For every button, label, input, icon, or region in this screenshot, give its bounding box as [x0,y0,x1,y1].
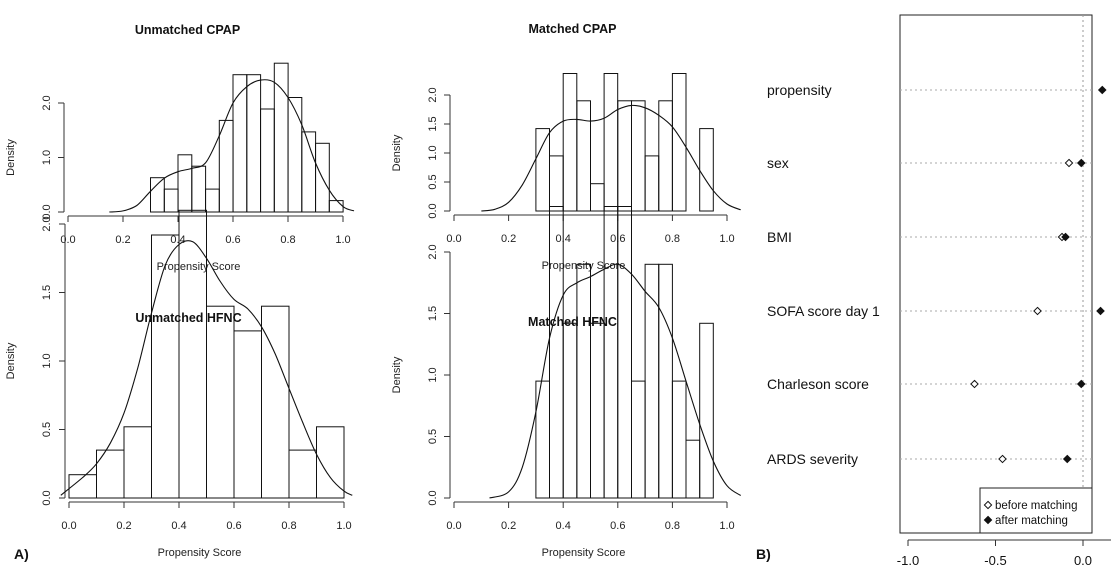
panel-label-b: B) [756,546,771,562]
y-tick-label: 2.0 [41,95,53,110]
x-tick-label: -1.0 [897,553,919,568]
x-tick-label: 1.0 [336,520,351,532]
histogram-1: Unmatched CPAP 0.0 0.2 0.4 0.6 0.8 1.0 Propensi… [5,23,355,273]
y-tick-label: 1.5 [41,285,53,300]
x-tick-label: 0.2 [501,520,516,532]
after-matching-point [1076,379,1086,389]
y-axis-label: Density [5,342,17,379]
legend-label: after matching [995,515,1068,527]
x-tick-label: 0.2 [116,520,131,532]
x-tick-label: 1.0 [335,234,350,246]
x-tick-label: 0.8 [280,234,295,246]
panel-label-a: A) [14,546,29,562]
chart-title: Matched CPAP [529,22,617,36]
y-tick-label: 1.0 [41,150,53,165]
histogram-bar [576,100,592,212]
x-tick-label: 0.0 [446,233,461,245]
chart-title: Matched HFNC [528,315,617,329]
x-tick-label: 1.0 [719,233,734,245]
histogram-bar [315,142,330,213]
histogram-bar [617,206,632,499]
x-tick-label: 1.0 [719,520,734,532]
after-matching-point [1062,454,1072,464]
after-matching-point [1076,158,1086,168]
balance-dotplot: propensity sex BMI SOFA score day 1 Charleso… [767,14,1111,568]
after-matching-point [1096,306,1105,316]
histogram-bar [316,426,345,499]
x-tick-label: 0.0 [1074,553,1092,568]
covariate-label: Charleson score [767,376,869,392]
y-tick-label: 2.0 [427,244,439,259]
histogram-bar [261,305,290,499]
y-tick-label: 0.0 [427,203,439,218]
y-tick-label: 1.5 [427,306,439,321]
x-tick-label: -0.5 [984,553,1006,568]
covariate-label: ARDS severity [767,451,858,467]
legend-box [979,487,1093,534]
covariate-label: sex [767,155,789,171]
y-axis-label: Density [391,356,403,393]
histogram-3: Unmatched HFNC 0.0 0.2 0.4 0.6 0.8 1.0 Propensi… [5,209,353,559]
histogram-4: Matched HFNC 0.0 0.2 0.4 0.6 0.8 1.0 Propensity… [391,206,742,559]
histogram-bar [699,322,714,499]
chart-title: Unmatched HFNC [135,311,241,325]
y-tick-label: 1.0 [41,353,53,368]
y-tick-label: 1.5 [427,116,439,131]
x-axis-label: Propensity Score [158,547,242,559]
histogram-panels: Unmatched CPAP 0.0 0.2 0.4 0.6 0.8 1.0 Propensi… [5,22,742,559]
x-axis-label: Propensity Score [542,547,626,559]
y-tick-label: 0.5 [41,422,53,437]
covariate-label: SOFA score day 1 [767,303,880,319]
x-tick-label: 0.4 [170,234,185,246]
y-tick-label: 0.5 [427,174,439,189]
x-tick-label: 0.4 [556,520,571,532]
x-tick-label: 0.4 [171,520,186,532]
after-matching-point [1097,85,1107,95]
histogram-bar [671,73,687,212]
y-tick-label: 2.0 [427,87,439,102]
before-matching-point [1033,306,1042,316]
y-tick-label: 1.0 [427,145,439,160]
x-axis-label: Propensity Score [157,261,241,273]
x-tick-label: 0.0 [60,234,75,246]
x-tick-label: 0.2 [115,234,130,246]
legend-marker [983,515,993,525]
density-curve [481,104,741,212]
before-matching-point [998,454,1007,464]
legend-marker [983,500,993,510]
histogram-bar [671,380,687,499]
after-matching-point [1061,232,1070,242]
y-tick-label: 0.0 [41,490,53,505]
density-curve [60,240,353,496]
x-tick-label: 0.8 [665,520,680,532]
y-tick-label: 0.0 [427,490,439,505]
y-tick-label: 2.0 [41,216,53,231]
covariate-label: BMI [767,229,792,245]
before-matching-point [970,379,979,389]
covariate-label: propensity [767,82,832,98]
x-tick-label: 0.2 [501,233,516,245]
density-curve [109,79,355,213]
x-tick-label: 0.6 [226,520,241,532]
y-tick-label: 0.0 [41,204,53,219]
x-tick-label: 0.0 [61,520,76,532]
x-axis-label: Propensity Score [542,260,626,272]
y-tick-label: 1.0 [427,367,439,382]
x-tick-label: 0.8 [281,520,296,532]
y-axis-label: Density [5,139,17,176]
chart-title: Unmatched CPAP [135,23,240,37]
density-curve [489,263,742,499]
x-tick-label: 0.6 [610,520,625,532]
legend-label: before matching [995,500,1077,512]
x-tick-label: 0.6 [225,234,240,246]
x-tick-label: 0.8 [665,233,680,245]
y-axis-label: Density [391,134,403,171]
y-tick-label: 0.5 [427,429,439,444]
x-tick-label: 0.0 [446,520,461,532]
before-matching-point [1064,158,1074,168]
